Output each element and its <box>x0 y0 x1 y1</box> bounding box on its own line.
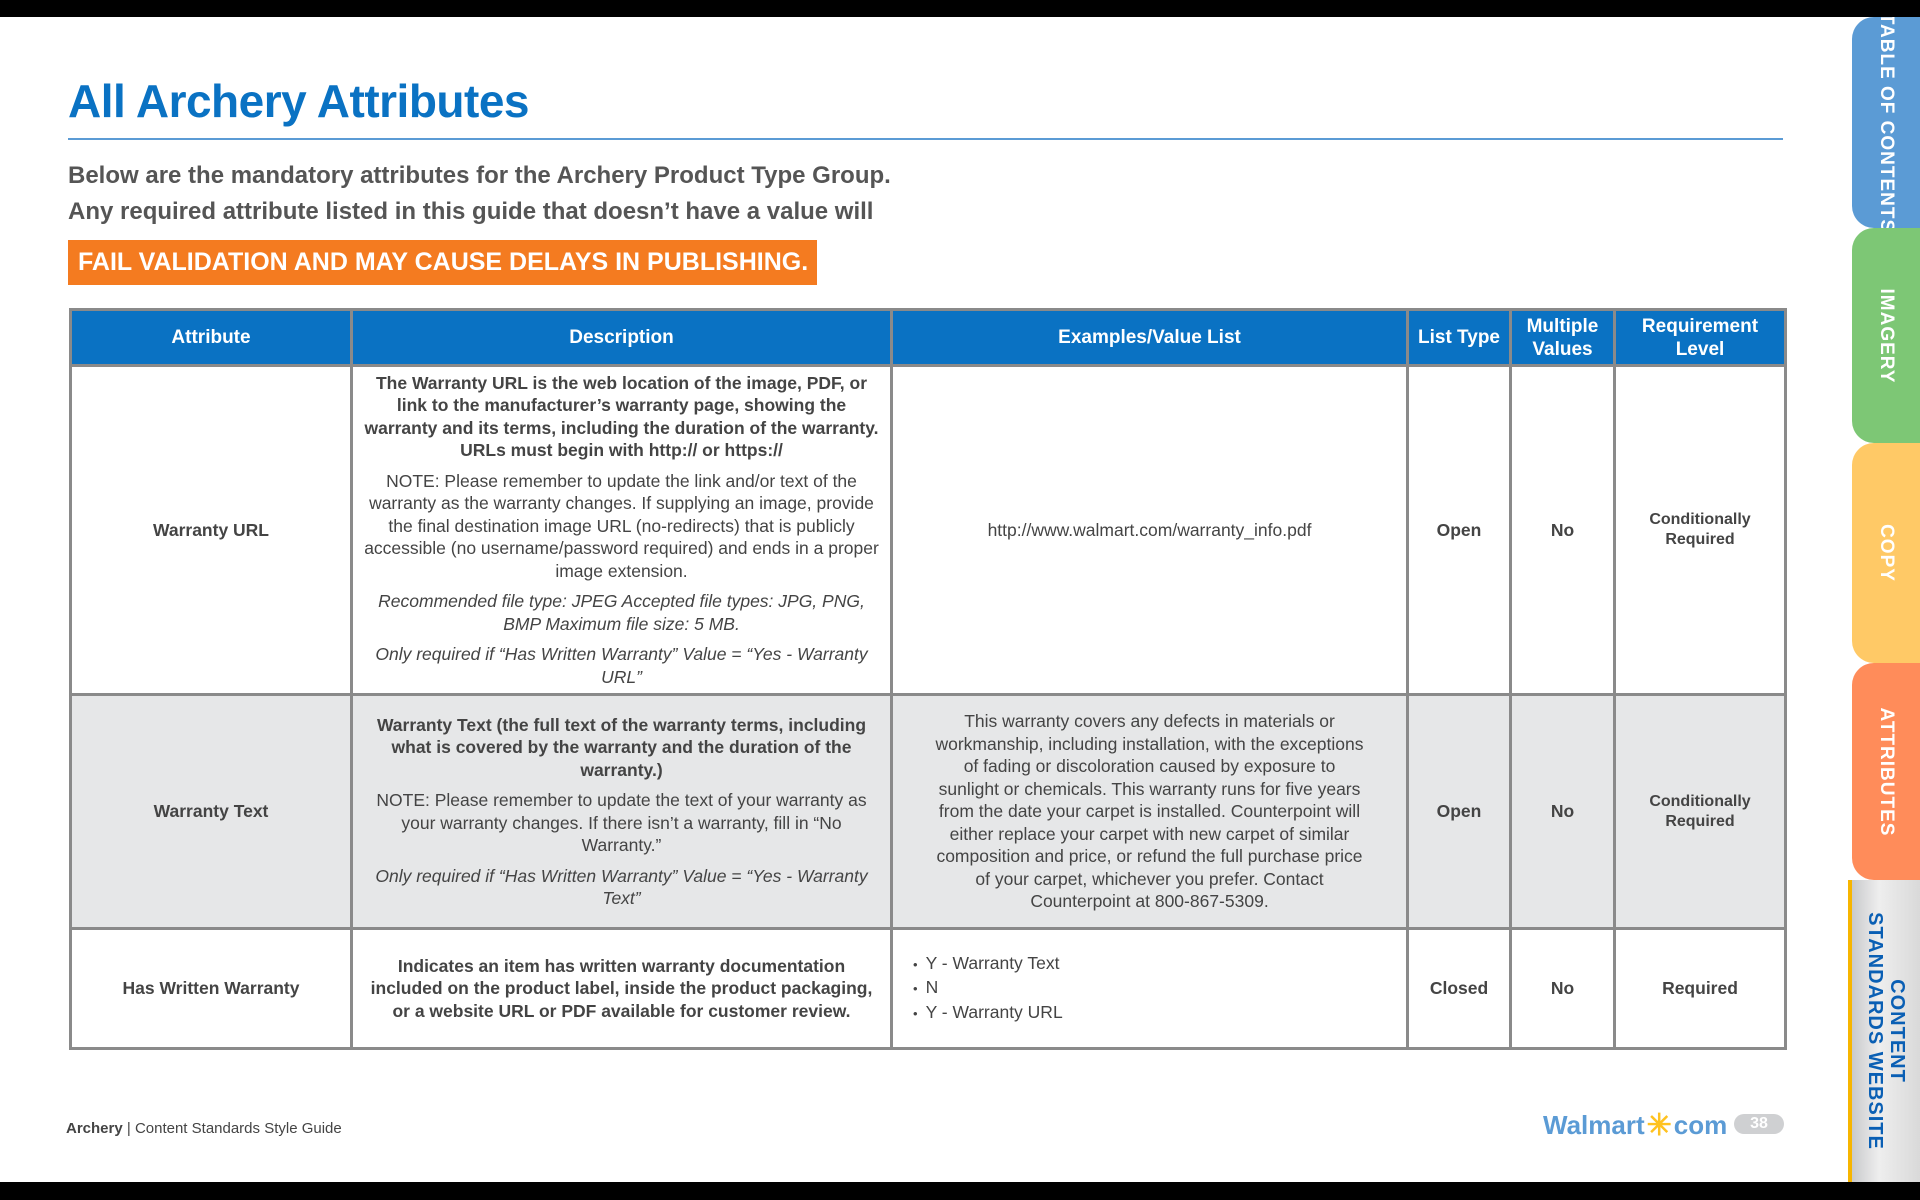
header-attribute: Attribute <box>69 308 353 367</box>
example-item: Y - Warranty URL <box>913 1001 1398 1026</box>
tab-label: ATTRIBUTES <box>1876 707 1897 836</box>
footer-guide: Content Standards Style Guide <box>134 1120 342 1137</box>
table-row: Has Written Warranty Indicates an item h… <box>69 927 1787 1050</box>
spark-icon: ✳ <box>1646 1109 1672 1142</box>
table-header: Attribute Description Examples/Value Lis… <box>69 308 1787 367</box>
header-description: Description <box>350 308 893 367</box>
tab-copy[interactable]: COPY <box>1852 443 1920 663</box>
multiple-values-cell: No <box>1509 364 1616 696</box>
walmart-logo: Walmart ✳ com <box>1543 1108 1727 1143</box>
description-main: The Warranty URL is the web location of … <box>364 372 879 461</box>
tab-content-standards-website[interactable]: CONTENT STANDARDS WEBSITE <box>1848 880 1920 1182</box>
page-number: 38 <box>1734 1114 1784 1134</box>
requirement-cell: Conditionally Required <box>1613 693 1787 930</box>
attribute-cell: Warranty Text <box>69 693 353 930</box>
description-cell: Warranty Text (the full text of the warr… <box>350 693 893 930</box>
table-row: Warranty URL The Warranty URL is the web… <box>69 364 1787 696</box>
multiple-values-cell: No <box>1509 693 1616 930</box>
tab-table-of-contents[interactable]: TABLE OF CONTENTS <box>1852 17 1920 228</box>
multiple-values-cell: No <box>1509 927 1616 1050</box>
tab-label: COPY <box>1876 524 1897 582</box>
intro-text: Below are the mandatory attributes for t… <box>68 158 891 230</box>
description-cell: The Warranty URL is the web location of … <box>350 364 893 696</box>
bottom-bar <box>0 1182 1920 1200</box>
page-title: All Archery Attributes <box>68 75 530 127</box>
example-item: Y - Warranty Text <box>913 952 1398 977</box>
description-file-types: Recommended file type: JPEG Accepted fil… <box>378 591 865 634</box>
requirement-cell: Conditionally Required <box>1613 364 1787 696</box>
header-examples: Examples/Value List <box>890 308 1409 367</box>
footer-caption: Archery | Content Standards Style Guide <box>66 1120 342 1137</box>
attribute-cell: Has Written Warranty <box>69 927 353 1050</box>
description-note: NOTE: Please remember to update the link… <box>364 470 879 581</box>
title-divider <box>68 138 1783 140</box>
warning-banner: FAIL VALIDATION AND MAY CAUSE DELAYS IN … <box>68 240 817 285</box>
requirement-cell: Required <box>1613 927 1787 1050</box>
description-cell: Indicates an item has written warranty d… <box>350 927 893 1050</box>
description-condition: Only required if “Has Written Warranty” … <box>375 865 868 909</box>
example-cell: This warranty covers any defects in mate… <box>890 693 1409 930</box>
list-type-cell: Open <box>1406 364 1512 696</box>
top-bar <box>0 0 1920 17</box>
attributes-table: Attribute Description Examples/Value Lis… <box>69 308 1787 1050</box>
list-type-cell: Open <box>1406 693 1512 930</box>
logo-text: com <box>1673 1110 1728 1140</box>
description-note: NOTE: Please remember to update the text… <box>376 790 867 855</box>
example-item: N <box>913 976 1398 1001</box>
intro-line: Any required attribute listed in this gu… <box>68 198 874 225</box>
header-requirement-level: Requirement Level <box>1613 308 1787 367</box>
tab-attributes[interactable]: ATTRIBUTES <box>1852 663 1920 880</box>
example-cell: http://www.walmart.com/warranty_info.pdf <box>890 364 1409 696</box>
attribute-cell: Warranty URL <box>69 364 353 696</box>
tab-label: TABLE OF CONTENTS <box>1876 17 1897 228</box>
list-type-cell: Closed <box>1406 927 1512 1050</box>
table-row: Warranty Text Warranty Text (the full te… <box>69 693 1787 930</box>
tab-label: IMAGERY <box>1876 288 1897 383</box>
description-main: Warranty Text (the full text of the warr… <box>376 714 867 780</box>
intro-line: Below are the mandatory attributes for t… <box>68 162 891 189</box>
tab-label: CONTENT STANDARDS WEBSITE <box>1864 912 1908 1150</box>
example-list: Y - Warranty Text N Y - Warranty URL <box>901 952 1398 1026</box>
example-cell: Y - Warranty Text N Y - Warranty URL <box>890 927 1409 1050</box>
footer-section: Archery <box>66 1120 123 1137</box>
description-condition: Only required if “Has Written Warranty” … <box>375 644 868 687</box>
tab-imagery[interactable]: IMAGERY <box>1852 228 1920 443</box>
logo-text: Walmart <box>1543 1110 1645 1140</box>
header-list-type: List Type <box>1406 308 1512 367</box>
header-multiple-values: Multiple Values <box>1509 308 1616 367</box>
